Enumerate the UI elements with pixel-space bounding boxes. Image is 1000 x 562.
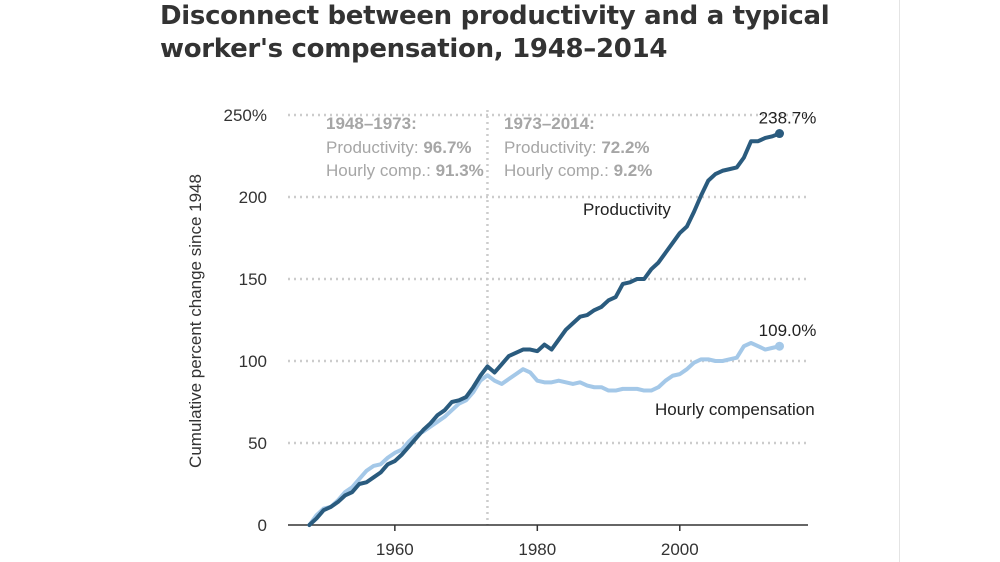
annotation-period1-comp-value: 91.3% xyxy=(436,161,484,180)
annotation-period2-heading: 1973–2014: xyxy=(504,114,595,133)
x-tick-label-1960: 1960 xyxy=(376,540,414,559)
end-marker-productivity xyxy=(775,129,785,139)
y-tick-label-200: 200 xyxy=(239,188,267,207)
annotation-period2-productivity: Productivity: 72.2% xyxy=(504,138,650,157)
series-label-productivity: Productivity xyxy=(583,200,671,219)
y-tick-label-0: 0 xyxy=(258,516,267,535)
y-tick-label-150: 150 xyxy=(239,270,267,289)
end-label-compensation: 109.0% xyxy=(759,321,817,340)
series-lines: 109.0% 238.7% xyxy=(307,109,817,527)
annotation-period2-comp-value: 9.2% xyxy=(614,161,653,180)
annotation-period2-productivity-label: Productivity: xyxy=(504,138,601,157)
end-marker-compensation xyxy=(775,341,785,351)
annotation-period2-compensation: Hourly comp.: 9.2% xyxy=(504,161,652,180)
annotation-period2-comp-label: Hourly comp.: xyxy=(504,161,614,180)
divider-rule xyxy=(899,0,900,562)
annotation-period1-comp-label: Hourly comp.: xyxy=(326,161,436,180)
end-label-productivity: 238.7% xyxy=(759,109,817,128)
y-axis-title: Cumulative percent change since 1948 xyxy=(186,174,205,468)
annotation-period1-productivity-label: Productivity: xyxy=(326,138,423,157)
annotation-period1-productivity: Productivity: 96.7% xyxy=(326,138,472,157)
series-line-compensation xyxy=(307,340,782,527)
annotation-period1-productivity-value: 96.7% xyxy=(423,138,471,157)
series-label-compensation: Hourly compensation xyxy=(655,400,815,419)
y-tick-label-100: 100 xyxy=(239,352,267,371)
series-line-productivity xyxy=(307,131,782,527)
annotation-period1-heading: 1948–1973: xyxy=(326,114,417,133)
x-tick-label-2000: 2000 xyxy=(661,540,699,559)
annotation-period2-productivity-value: 72.2% xyxy=(601,138,649,157)
chart-title: Disconnect between productivity and a ty… xyxy=(160,1,830,64)
axes: 0 50 100 150 200 250% 1960 1980 2000 xyxy=(224,106,808,559)
annotation-period1-compensation: Hourly comp.: 91.3% xyxy=(326,161,484,180)
x-tick-label-1980: 1980 xyxy=(518,540,556,559)
y-tick-label-250: 250% xyxy=(224,106,267,125)
y-tick-label-50: 50 xyxy=(248,434,267,453)
period-annotations: 1948–1973: Productivity: 96.7% Hourly co… xyxy=(326,114,652,180)
